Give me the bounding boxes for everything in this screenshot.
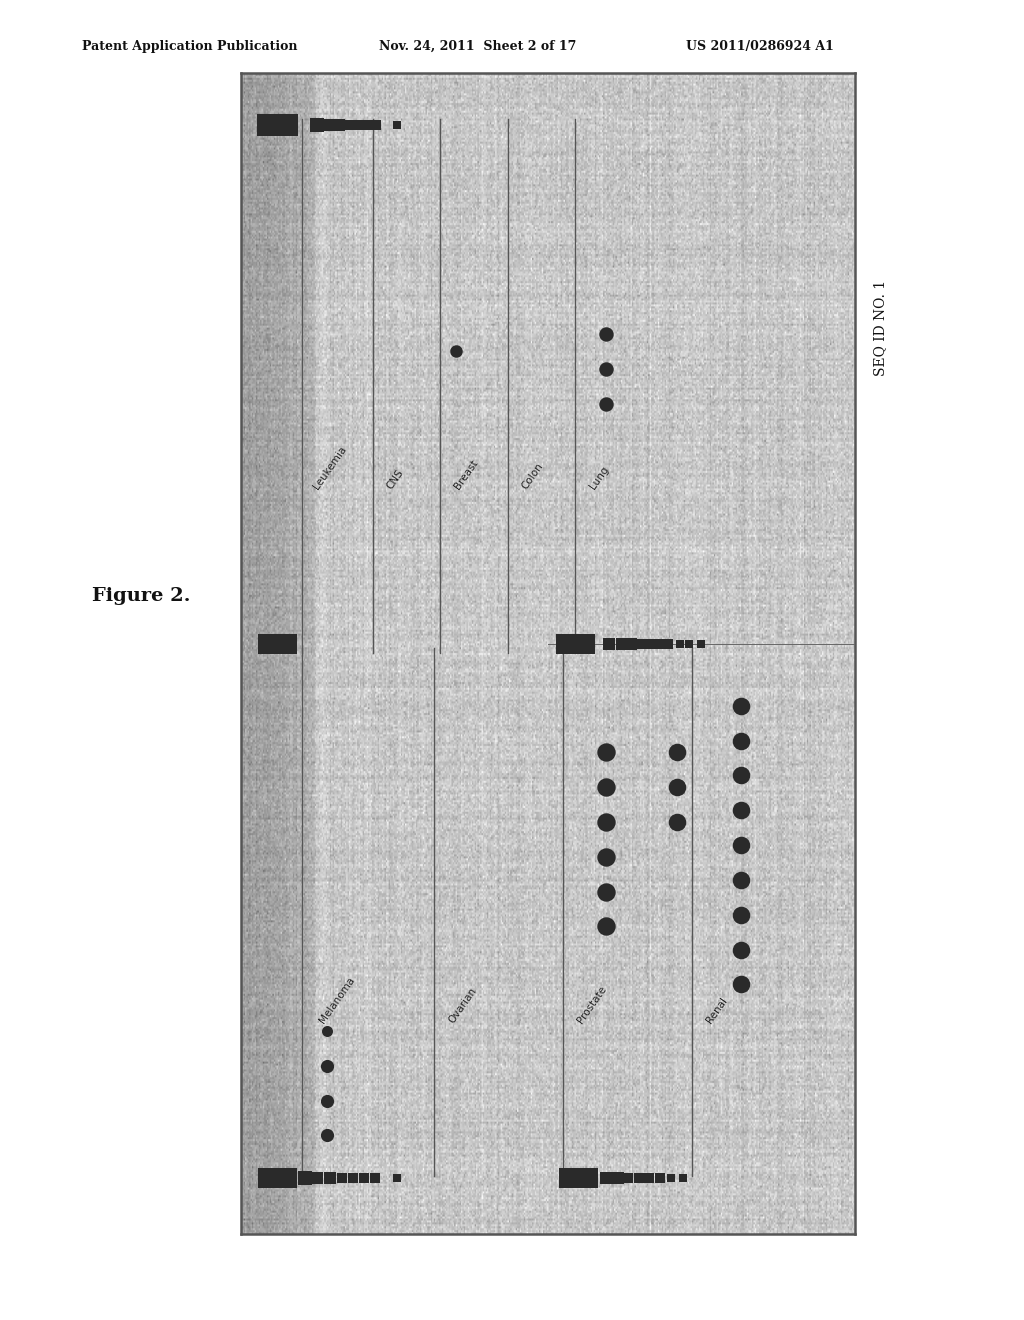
Point (733, 696, 750, 717)
Point (598, 742, 614, 763)
Text: Figure 2.: Figure 2. (92, 586, 190, 605)
Point (693, 634, 710, 655)
Point (675, 1168, 691, 1189)
Point (733, 904, 750, 925)
Point (650, 634, 667, 655)
Text: CNS: CNS (385, 467, 406, 491)
Point (733, 974, 750, 995)
Point (279, 115, 295, 136)
Point (641, 634, 657, 655)
Point (577, 634, 593, 655)
Point (598, 393, 614, 414)
Point (620, 1168, 636, 1189)
Point (641, 1168, 657, 1189)
Point (733, 730, 750, 751)
Point (598, 358, 614, 379)
Point (358, 115, 375, 136)
Point (598, 880, 614, 902)
Point (558, 634, 574, 655)
Point (318, 1125, 335, 1146)
Point (601, 634, 617, 655)
Text: Renal: Renal (705, 995, 729, 1026)
Point (260, 115, 276, 136)
Point (598, 916, 614, 937)
Point (355, 1168, 372, 1189)
Point (260, 1168, 276, 1189)
Text: Lung: Lung (588, 465, 610, 491)
Point (733, 800, 750, 821)
Point (340, 115, 356, 136)
Point (331, 115, 347, 136)
Point (598, 1168, 614, 1189)
Text: Leukemia: Leukemia (311, 444, 348, 491)
Point (367, 1168, 383, 1189)
Point (318, 1020, 335, 1041)
Point (733, 870, 750, 891)
Point (297, 1168, 313, 1189)
Point (389, 1168, 406, 1189)
Point (733, 939, 750, 960)
Point (598, 846, 614, 867)
Text: Melanoma: Melanoma (317, 975, 356, 1026)
Point (322, 115, 338, 136)
Point (669, 812, 685, 833)
Point (309, 115, 326, 136)
Point (598, 776, 614, 797)
Point (260, 634, 276, 655)
Point (561, 1168, 578, 1189)
Point (613, 634, 630, 655)
Point (349, 115, 366, 136)
Point (345, 1168, 361, 1189)
Point (672, 634, 688, 655)
Point (733, 764, 750, 785)
Point (632, 634, 648, 655)
Point (368, 115, 384, 136)
Point (334, 1168, 350, 1189)
Point (598, 812, 614, 833)
Point (669, 742, 685, 763)
Point (447, 341, 464, 362)
Point (631, 1168, 647, 1189)
Text: Breast: Breast (453, 458, 480, 491)
Point (610, 1168, 627, 1189)
Text: Nov. 24, 2011  Sheet 2 of 17: Nov. 24, 2011 Sheet 2 of 17 (379, 40, 577, 53)
Point (659, 634, 676, 655)
Point (580, 1168, 596, 1189)
Text: US 2011/0286924 A1: US 2011/0286924 A1 (686, 40, 834, 53)
Point (309, 1168, 326, 1189)
Point (733, 834, 750, 855)
Point (318, 1055, 335, 1076)
Point (623, 634, 639, 655)
Point (598, 323, 614, 345)
Text: Patent Application Publication: Patent Application Publication (82, 40, 297, 53)
Point (669, 776, 685, 797)
Point (318, 1090, 335, 1111)
Text: Prostate: Prostate (575, 983, 608, 1026)
Point (322, 1168, 338, 1189)
Text: SEQ ID NO. 1: SEQ ID NO. 1 (873, 280, 888, 376)
Point (279, 634, 295, 655)
Point (651, 1168, 668, 1189)
Text: Colon: Colon (520, 461, 546, 491)
Point (279, 1168, 295, 1189)
Point (663, 1168, 679, 1189)
Point (681, 634, 697, 655)
Text: Ovarian: Ovarian (446, 986, 478, 1026)
Point (389, 115, 406, 136)
